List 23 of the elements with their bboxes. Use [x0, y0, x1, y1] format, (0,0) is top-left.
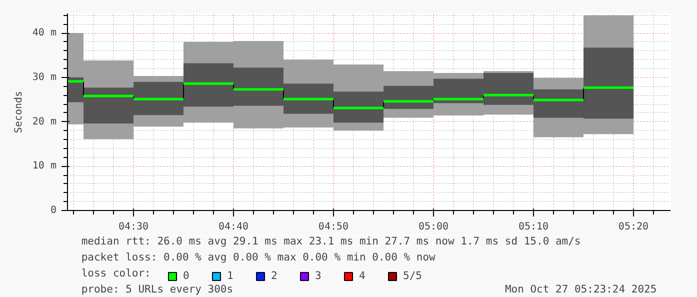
legend-title: loss color:	[81, 268, 151, 280]
y-tick-label: 30 m	[32, 72, 57, 83]
legend-label: 5/5	[403, 270, 423, 282]
x-tick-label: 04:50	[318, 222, 349, 232]
text: median rtt: 26.0 ms avg 29.1 ms max 23.1 ms min 27.7 ms now 1.7 ms sd 15.0 am/s	[81, 236, 581, 248]
y-tick-label: 40 m	[32, 28, 57, 39]
y-tick-label: 20 m	[32, 116, 57, 128]
x-tick-label: 05:10	[518, 222, 549, 232]
x-tick-label: 04:30	[118, 222, 149, 232]
text: probe: 5 URLs every 300s	[81, 284, 234, 296]
legend-label: 1	[227, 270, 234, 282]
legend-label: 2	[271, 270, 278, 282]
text: packet loss: 0.00 % avg 0.00 % max 0.00 % min 0.00 % now	[81, 252, 436, 264]
legend-label: 3	[315, 270, 322, 282]
y-tick-label: 10 m	[32, 160, 57, 172]
legend-label: 0	[183, 270, 190, 282]
y-axis-title: Seconds	[13, 90, 24, 134]
x-tick-label: 05:20	[618, 222, 649, 232]
text: Mon Oct 27 05:23:24 2025	[504, 284, 657, 296]
x-tick-label: 04:40	[218, 222, 249, 232]
y-tick-label: 0	[50, 205, 57, 216]
x-tick-label: 05:00	[418, 222, 449, 232]
legend-label: 4	[359, 270, 366, 282]
